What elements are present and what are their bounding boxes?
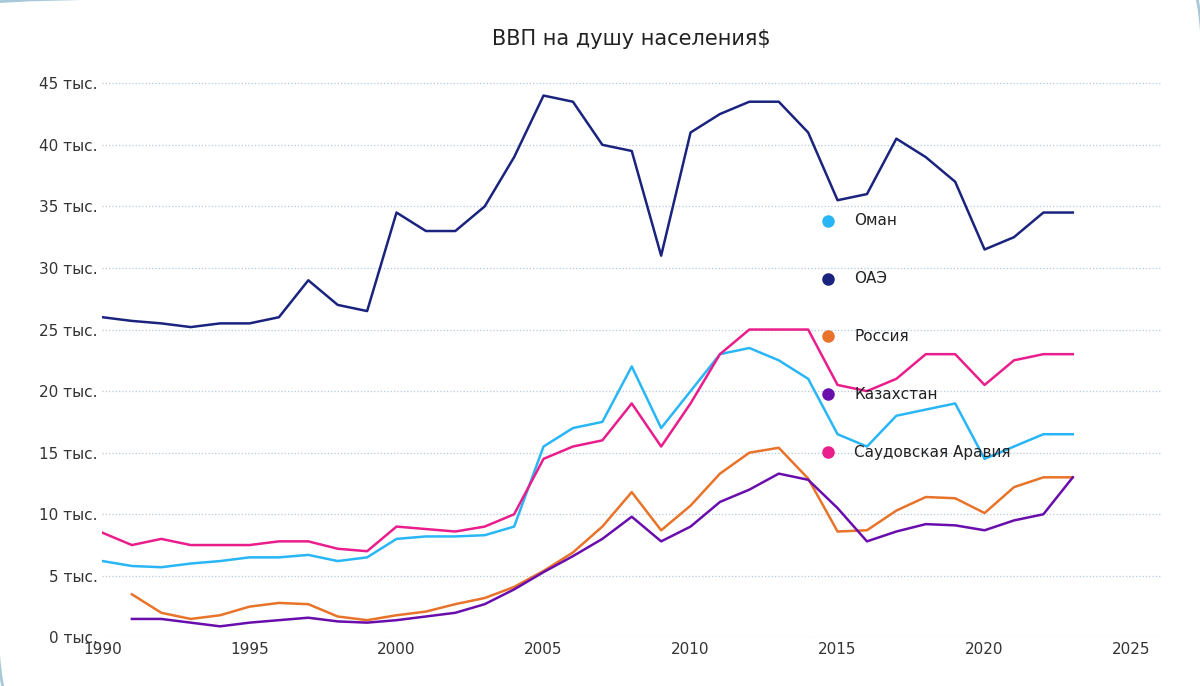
Text: Россия: Россия [854,329,908,344]
Text: ОАЭ: ОАЭ [854,271,887,286]
Title: ВВП на душу населения$: ВВП на душу населения$ [492,29,772,49]
Text: Саудовская Аравия: Саудовская Аравия [854,445,1010,460]
Text: Оман: Оман [854,213,896,228]
Text: Казахстан: Казахстан [854,387,937,402]
